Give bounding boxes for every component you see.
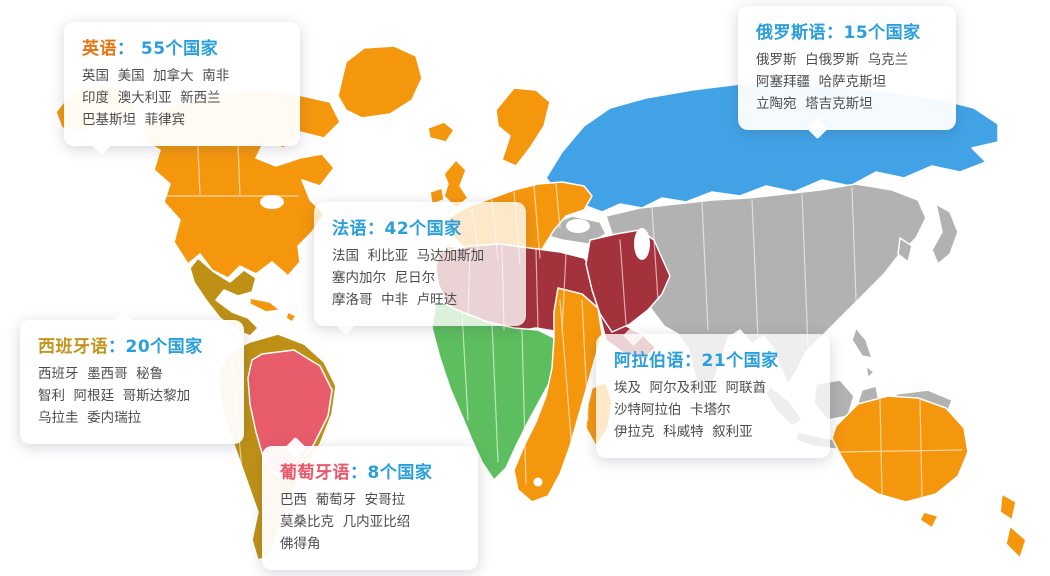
- callout-portuguese: 葡萄牙语：8个国家 巴西 葡萄牙 安哥拉 莫桑比克 几内亚比绍 佛得角: [262, 436, 478, 570]
- callout-countries-line: 巴西 葡萄牙 安哥拉: [280, 492, 406, 508]
- callout-country-count: ：20个国家: [108, 337, 203, 357]
- callout-countries-line: 乌拉圭 委内瑞拉: [38, 409, 142, 426]
- callout-countries-line: 立陶宛 塔吉克斯坦: [756, 95, 873, 112]
- callout-countries-line: 智利 阿根廷 哥斯达黎加: [38, 387, 191, 404]
- inland-seas: [260, 195, 650, 487]
- callout-title: 英语： 55个国家: [82, 34, 282, 59]
- callout-countries-line: 印度 澳大利亚 新西兰: [82, 89, 221, 106]
- callout-spanish: 西班牙语：20个国家 西班牙 墨西哥 秘鲁 智利 阿根廷 哥斯达黎加 乌拉圭 委…: [20, 310, 244, 444]
- region-ireland: [429, 187, 445, 205]
- region-korea: [897, 237, 913, 263]
- callout-country-count: ：42个国家: [367, 219, 462, 239]
- callout-country-count: ：8个国家: [350, 463, 433, 483]
- callout-countries-line: 埃及 阿尔及利亚 阿联酋: [614, 380, 767, 396]
- callout-title: 西班牙语：20个国家: [38, 332, 226, 357]
- callout-title: 法语：42个国家: [332, 214, 508, 239]
- callout-countries-line: 法国 利比亚 马达加斯加: [332, 248, 485, 264]
- region-uk: [443, 159, 469, 209]
- callout-english: 英语： 55个国家 英国 美国 加拿大 南非 印度 澳大利亚 新西兰 巴基斯坦 …: [64, 22, 300, 155]
- region-scandinavia: [495, 87, 551, 167]
- callout-language-name: 英语: [82, 39, 117, 59]
- callout-countries-line: 佛得角: [280, 535, 321, 552]
- callout-country-count: ：15个国家: [826, 23, 921, 43]
- callout-language-name: 俄罗斯语: [756, 23, 826, 43]
- region-tasmania: [919, 511, 939, 529]
- callout-countries-line: 英国 美国 加拿大 南非: [82, 68, 230, 84]
- callout-countries-line: 沙特阿拉伯 卡塔尔: [614, 401, 731, 418]
- region-new-zealand: [999, 493, 1027, 559]
- callout-language-name: 葡萄牙语: [280, 463, 350, 483]
- region-mexico-central-america: [189, 257, 259, 337]
- callout-country-count: ： 55个国家: [117, 39, 219, 59]
- callout-country-count: ：21个国家: [684, 351, 779, 371]
- region-iceland: [427, 121, 455, 143]
- callout-countries-line: 阿塞拜疆 哈萨克斯坦: [756, 73, 887, 90]
- callout-countries-line: 西班牙 墨西哥 秘鲁: [38, 366, 164, 382]
- callout-title: 俄罗斯语：15个国家: [756, 18, 938, 43]
- callout-language-name: 阿拉伯语: [614, 351, 684, 371]
- callout-language-name: 法语: [332, 219, 367, 239]
- callout-countries-line: 巴基斯坦 菲律宾: [82, 111, 186, 128]
- region-australia: [831, 395, 969, 503]
- callout-title: 葡萄牙语：8个国家: [280, 458, 460, 483]
- callout-countries-line: 俄罗斯 白俄罗斯 乌克兰: [756, 52, 909, 68]
- region-philippines: [851, 327, 875, 379]
- callout-arabic: 阿拉伯语：21个国家 埃及 阿尔及利亚 阿联酋 沙特阿拉伯 卡塔尔 伊拉克 科威…: [596, 324, 830, 458]
- callout-title: 阿拉伯语：21个国家: [614, 346, 812, 371]
- callout-countries-line: 摩洛哥 中非 卢旺达: [332, 291, 458, 308]
- callout-countries-line: 塞内加尔 尼日尔: [332, 269, 436, 286]
- region-japan: [931, 203, 959, 265]
- callout-countries-line: 莫桑比克 几内亚比绍: [280, 513, 411, 530]
- callout-countries-line: 伊拉克 科威特 叙利亚: [614, 423, 753, 440]
- callout-french: 法语：42个国家 法国 利比亚 马达加斯加 塞内加尔 尼日尔 摩洛哥 中非 卢旺…: [314, 202, 526, 335]
- region-caribbean: [249, 297, 297, 323]
- region-greenland: [337, 45, 423, 119]
- callout-russian: 俄罗斯语：15个国家 俄罗斯 白俄罗斯 乌克兰 阿塞拜疆 哈萨克斯坦 立陶宛 塔…: [738, 6, 956, 139]
- callout-language-name: 西班牙语: [38, 337, 108, 357]
